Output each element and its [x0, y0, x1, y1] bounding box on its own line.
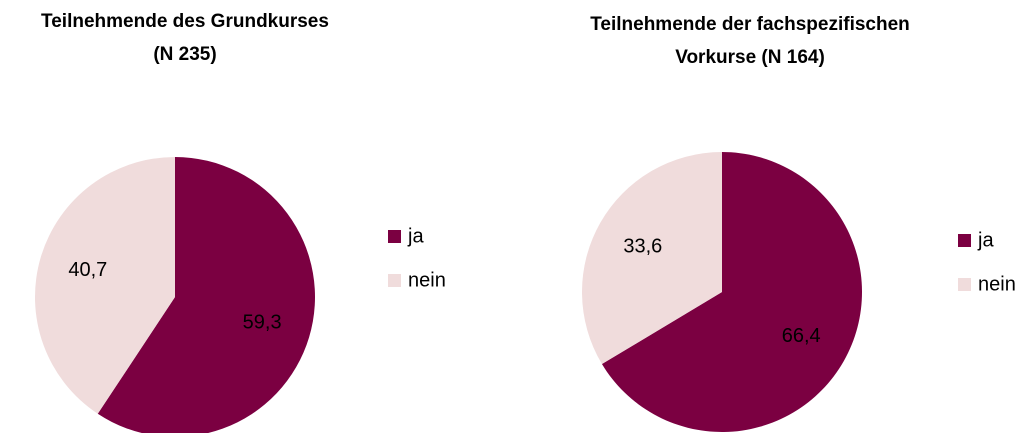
legend-label: ja — [407, 225, 424, 247]
chart-title: Teilnehmende der fachspezifischen — [590, 14, 910, 35]
legend-label: nein — [408, 269, 446, 291]
legend-swatch — [958, 278, 971, 291]
chart-title: Teilnehmende des Grundkurses — [41, 11, 329, 32]
data-label: 40,7 — [68, 259, 107, 281]
legend-swatch — [388, 230, 401, 243]
legend-swatch — [958, 234, 971, 247]
chart-title: Vorkurse (N 164) — [675, 47, 825, 68]
legend-label: ja — [977, 229, 994, 251]
data-label: 33,6 — [623, 235, 662, 257]
data-label: 59,3 — [243, 311, 282, 333]
pie-slice — [582, 152, 722, 365]
pie-slice — [35, 157, 175, 414]
pie-slice — [601, 152, 862, 433]
pie-slice — [97, 157, 315, 433]
data-label: 66,4 — [782, 325, 821, 347]
chart-title: (N 235) — [153, 44, 216, 65]
legend-label: nein — [978, 273, 1016, 295]
legend-swatch — [388, 274, 401, 287]
